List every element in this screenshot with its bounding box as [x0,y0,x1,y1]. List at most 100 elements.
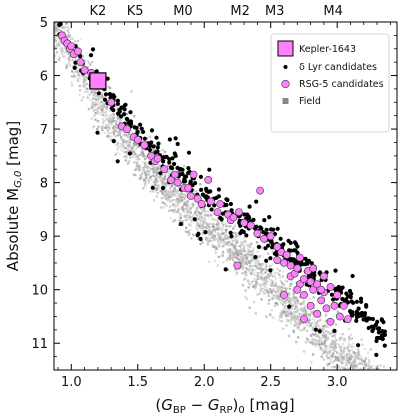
field-star-point [279,286,282,289]
field-star-point [222,250,225,254]
field-star-point [112,113,115,116]
field-star-point [272,294,275,297]
field-star-point [177,198,180,201]
field-star-point [290,317,293,320]
field-star-point [364,365,367,368]
field-star-point [249,262,253,265]
field-star-point [353,364,356,367]
rsg5-point [153,154,162,163]
field-star-point [331,335,334,338]
rsg5-point [293,285,302,294]
field-star-point [184,229,187,233]
field-star-point [229,225,232,228]
field-star-point [84,90,87,93]
kepler-1643-series [89,72,107,90]
rsg5-point [80,66,89,75]
delta-lyr-point [138,122,143,127]
rsg5-point [280,291,288,299]
field-star-point [339,347,342,350]
field-star-point [321,334,324,337]
field-star-point [156,169,159,172]
field-star-point [66,29,69,32]
field-star-point [242,247,246,250]
field-star-point [334,323,338,326]
field-star-point [91,61,94,64]
field-star-point [279,295,282,298]
field-star-point [376,364,379,368]
field-star-point [244,289,247,292]
delta-lyr-point [239,228,244,234]
field-star-point [107,136,110,139]
field-star-point [134,168,137,172]
field-star-point [140,170,143,173]
rsg5-point [197,200,206,208]
field-star-point [290,304,293,307]
x-tick-label: 3.0 [327,375,348,390]
field-star-point [109,135,112,138]
field-star-point [222,223,225,226]
field-star-point [345,368,348,370]
x-tick-label: 2.0 [194,375,215,390]
field-star-point [101,122,105,125]
field-star-point [293,310,296,313]
field-star-point [113,128,116,131]
field-star-point [155,184,158,188]
rsg5-point [293,264,302,273]
field-star-point [327,335,330,339]
field-star-point [63,48,66,51]
field-star-point [352,342,355,345]
field-star-point [350,337,353,340]
field-star-point [254,285,257,288]
field-star-point [265,264,268,267]
field-star-point [67,52,70,55]
field-star-point [99,133,102,136]
field-star-point [158,166,162,169]
field-star-point [308,315,312,318]
field-star-point [323,342,326,345]
field-star-point [177,203,180,206]
field-star-point [223,243,226,246]
rsg5-point [282,250,291,259]
field-star-point [275,285,278,288]
y-tick-label: 9 [40,230,48,245]
field-star-point [348,367,351,370]
field-star-point [168,195,171,199]
field-star-point [84,76,87,79]
field-star-point [313,333,316,336]
field-star-point [341,359,344,362]
field-star-point [87,93,90,96]
field-star-point [278,290,281,293]
field-star-point [106,124,109,127]
field-star-point [202,221,205,224]
field-star-point [193,192,196,195]
field-star-point [250,280,253,284]
delta-lyr-point [344,291,349,296]
field-star-point [136,143,139,146]
field-star-point [143,166,146,169]
field-star-point [278,269,281,272]
field-star-point [329,358,332,361]
field-star-point [180,192,184,195]
field-star-point [382,365,385,368]
field-star-point [206,223,209,226]
field-star-point [101,110,104,113]
field-star-point [55,29,58,32]
field-star-point [64,55,67,58]
field-star-point [88,61,91,64]
field-star-point [296,321,299,325]
field-star-point [175,192,179,195]
field-star-point [313,306,316,309]
field-star-point [125,123,128,126]
field-star-point [95,103,98,106]
rsg5-point [246,221,255,230]
field-star-point [217,227,220,230]
field-star-point [212,234,215,237]
field-star-point [249,284,252,287]
field-star-point [181,195,185,199]
field-star-point [246,261,249,264]
field-star-point [221,221,224,224]
field-star-point [120,130,123,133]
field-star-point [87,108,90,111]
field-star-point [120,137,123,140]
field-star-point [151,169,155,173]
